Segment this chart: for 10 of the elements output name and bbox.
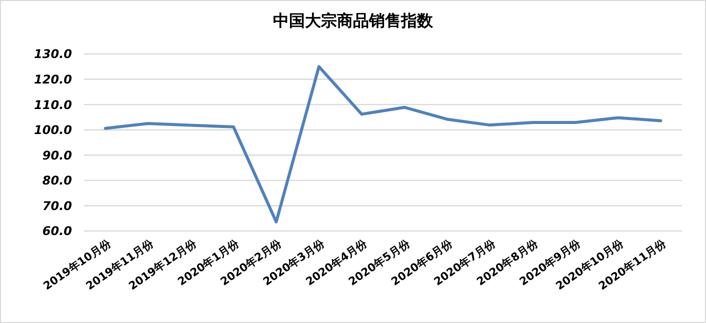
y-tick-label: 70.0 — [42, 198, 72, 213]
y-tick-label: 100.0 — [34, 123, 72, 138]
y-tick-label: 110.0 — [34, 98, 72, 112]
y-tick-label: 60.0 — [42, 224, 72, 238]
y-tick-label: 80.0 — [42, 174, 72, 188]
y-tick-label: 130.0 — [34, 47, 72, 62]
chart-title: 中国大宗商品销售指数 — [273, 11, 434, 30]
y-tick-label: 120.0 — [34, 72, 72, 86]
y-tick-label: 90.0 — [42, 148, 72, 162]
line-series — [104, 65, 662, 224]
